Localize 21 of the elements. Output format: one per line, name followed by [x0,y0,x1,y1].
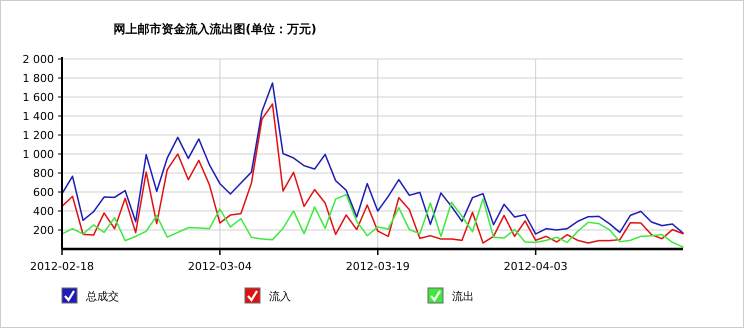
line-series [61,82,684,235]
y-tick-label: 1 000 [22,148,54,161]
y-tick-label: 1 800 [22,72,54,85]
y-tick-label: 1 400 [22,110,54,123]
x-tick-label: 2012-02-18 [30,260,94,273]
legend-label: 总成交 [85,290,119,303]
legend-label: 流出 [452,290,474,303]
y-tick-label: 2 000 [22,53,54,66]
chart-title: 网上邮市资金流入流出图(单位：万元) [114,22,316,36]
y-tick-label: 800 [33,167,54,180]
x-tick-label: 2012-03-04 [188,260,252,273]
y-tick-label: 400 [33,205,54,218]
line-series [61,103,684,244]
y-tick-label: 600 [33,186,54,199]
legend-label: 流入 [269,290,291,303]
y-tick-label: 1 600 [22,91,54,104]
line-series [61,194,684,248]
y-tick-label: 1 200 [22,129,54,142]
y-tick-label: 200 [33,224,54,237]
x-tick-label: 2012-04-03 [504,260,568,273]
x-tick-label: 2012-03-19 [346,260,410,273]
